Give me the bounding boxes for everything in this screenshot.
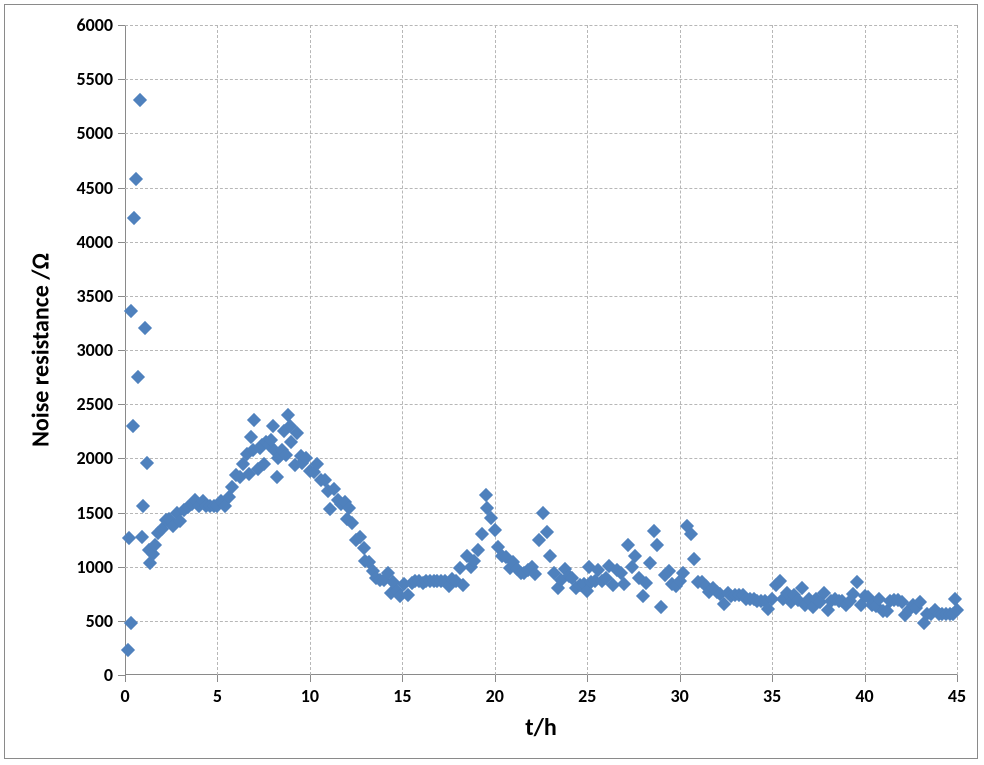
xtick-mark: [587, 675, 588, 682]
data-point: [135, 530, 149, 544]
ytick-mark: [118, 25, 125, 26]
xtick-mark: [680, 675, 681, 682]
data-point: [643, 556, 657, 570]
data-point: [127, 211, 141, 225]
ytick-label: 4500: [77, 177, 114, 199]
ytick-label: 1500: [77, 502, 114, 524]
xtick-label: 5: [213, 685, 222, 707]
ytick-mark: [118, 404, 125, 405]
ytick-label: 500: [86, 610, 113, 632]
gridline-h: [125, 458, 957, 459]
ytick-mark: [118, 188, 125, 189]
gridline-v: [957, 25, 958, 675]
gridline-h: [125, 567, 957, 568]
xtick-mark: [957, 675, 958, 682]
data-point: [536, 505, 550, 519]
ytick-mark: [118, 621, 125, 622]
xtick-label: 20: [486, 685, 504, 707]
data-point: [124, 304, 138, 318]
xtick-mark: [772, 675, 773, 682]
ytick-label: 2000: [77, 447, 114, 469]
ytick-label: 1000: [77, 556, 114, 578]
plot-area: [125, 25, 957, 675]
xtick-label: 30: [671, 685, 689, 707]
xtick-label: 15: [393, 685, 411, 707]
ytick-label: 4000: [77, 231, 114, 253]
xtick-mark: [125, 675, 126, 682]
ytick-label: 3500: [77, 285, 114, 307]
y-axis-label: Noise resistance /Ω: [27, 253, 56, 447]
xtick-mark: [495, 675, 496, 682]
xtick-mark: [310, 675, 311, 682]
xtick-label: 25: [578, 685, 596, 707]
data-point: [687, 552, 701, 566]
x-axis: [125, 674, 957, 675]
data-point: [129, 172, 143, 186]
gridline-v: [495, 25, 496, 675]
gridline-h: [125, 79, 957, 80]
gridline-v: [865, 25, 866, 675]
ytick-mark: [118, 567, 125, 568]
ytick-label: 6000: [77, 14, 114, 36]
data-point: [121, 643, 135, 657]
data-point: [650, 538, 664, 552]
xtick-label: 10: [301, 685, 319, 707]
xtick-mark: [865, 675, 866, 682]
ytick-mark: [118, 79, 125, 80]
gridline-h: [125, 296, 957, 297]
gridline-h: [125, 188, 957, 189]
xtick-label: 40: [855, 685, 873, 707]
x-axis-label: t/h: [525, 713, 557, 742]
data-point: [138, 321, 152, 335]
gridline-v: [310, 25, 311, 675]
ytick-mark: [118, 675, 125, 676]
data-point: [478, 488, 492, 502]
data-point: [654, 600, 668, 614]
data-point: [122, 531, 136, 545]
gridline-h: [125, 621, 957, 622]
data-point: [543, 549, 557, 563]
ytick-mark: [118, 242, 125, 243]
gridline-h: [125, 25, 957, 26]
data-point: [133, 93, 147, 107]
gridline-v: [772, 25, 773, 675]
data-point: [247, 413, 261, 427]
gridline-h: [125, 404, 957, 405]
data-point: [270, 470, 284, 484]
xtick-label: 35: [763, 685, 781, 707]
ytick-label: 5000: [77, 122, 114, 144]
data-point: [131, 370, 145, 384]
xtick-mark: [402, 675, 403, 682]
ytick-mark: [118, 296, 125, 297]
data-point: [647, 524, 661, 538]
data-point: [126, 419, 140, 433]
ytick-mark: [118, 458, 125, 459]
ytick-mark: [118, 513, 125, 514]
gridline-v: [217, 25, 218, 675]
ytick-mark: [118, 133, 125, 134]
data-point: [244, 430, 258, 444]
data-point: [636, 589, 650, 603]
gridline-h: [125, 350, 957, 351]
gridline-h: [125, 242, 957, 243]
chart-frame: Noise resistance /Ω t/h 0 500 1000 1500 2000…: [4, 4, 978, 759]
ytick-label: 5500: [77, 68, 114, 90]
ytick-label: 3000: [77, 339, 114, 361]
ytick-mark: [118, 350, 125, 351]
gridline-h: [125, 133, 957, 134]
data-point: [136, 499, 150, 513]
xtick-label: 0: [120, 685, 129, 707]
xtick-label: 45: [948, 685, 966, 707]
ytick-label: 2500: [77, 393, 114, 415]
xtick-mark: [217, 675, 218, 682]
ytick-label: 0: [104, 664, 113, 686]
